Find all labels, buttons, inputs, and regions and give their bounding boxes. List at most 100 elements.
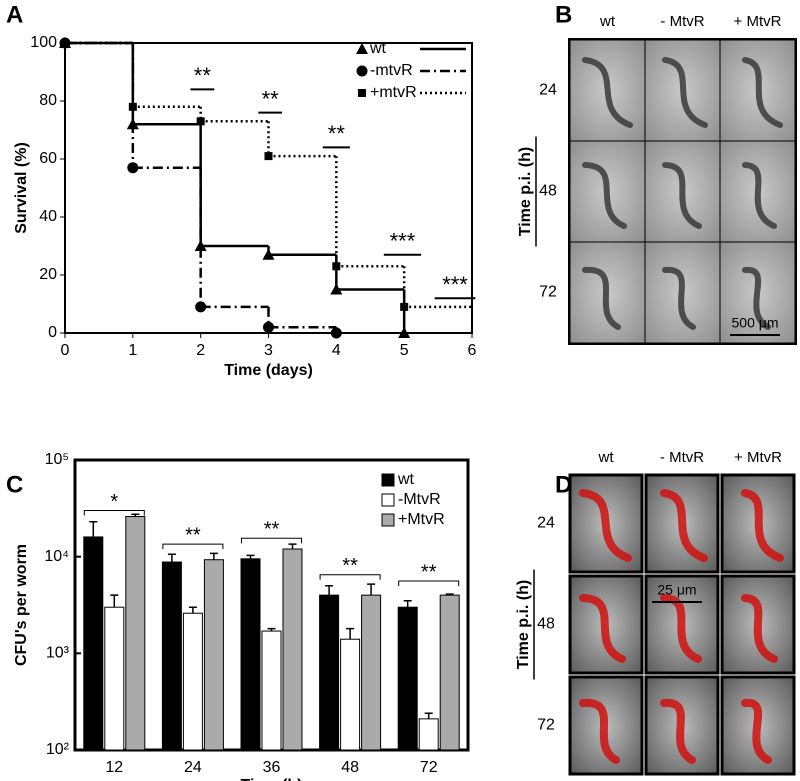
x-tick-label: 36 [263,759,281,776]
worm [582,57,633,128]
annotation-bracket [83,510,145,516]
axis-label: Time p.i. (h) [517,147,534,236]
y-tick-label: 10³ [46,645,70,662]
column-label: + MtvR [734,449,782,466]
error-bar [110,594,119,608]
annotation-bracket [319,574,381,580]
error-bar [288,543,297,550]
row-label: 24 [537,515,555,532]
bar [161,561,182,751]
annotation: ** [194,63,212,88]
bar [361,594,382,751]
annotation: ** [342,555,358,577]
worm [662,162,702,229]
legend-swatch [381,513,395,527]
bar [83,536,104,751]
bar [125,516,146,751]
worm [662,57,708,128]
worm [582,162,627,229]
worm [660,698,696,764]
legend-label: -MtvR [398,491,441,508]
annotation: ** [262,86,280,111]
worm [662,266,696,330]
marker [263,321,274,333]
legend-label: +MtvR [398,511,445,528]
x-axis-label: Time (h) [241,777,303,781]
image-frame [568,38,797,345]
error-bar [89,520,98,537]
worm [741,489,784,562]
marker [196,117,205,126]
y-tick-label: 60 [39,150,57,167]
bar [319,594,340,751]
bar [261,630,282,751]
column-label: - MtvR [660,449,704,466]
marker [330,327,342,339]
x-axis-label: Time (days) [224,362,313,379]
annotation: ** [264,519,280,541]
bar [240,558,261,751]
row-label: 48 [539,183,557,200]
x-tick-label: 0 [61,342,70,359]
marker [400,302,409,311]
worm [579,594,626,663]
bar [282,548,303,751]
worm [660,489,708,562]
annotation: ** [185,524,201,546]
marker [61,39,69,47]
error-bar [445,593,454,596]
x-tick-label: 12 [105,759,123,776]
error-bar [131,513,140,517]
panel-label: B [555,1,572,28]
bar [104,606,125,751]
y-tick-label: 10² [46,741,70,758]
error-bar [325,585,334,596]
worm [579,698,620,764]
marker [398,327,411,338]
error-bar [246,554,255,559]
marker [127,162,139,174]
x-tick-label: 3 [264,342,273,359]
row-label: 48 [537,616,555,633]
legend-label: +mtvR [370,84,417,101]
error-bar [346,627,355,640]
annotation-bracket [241,537,302,544]
row-label: 24 [539,82,557,99]
column-label: + MtvR [734,13,782,30]
annotation-bracket [398,580,460,587]
annotation: *** [390,229,416,254]
scale-bar-label: 25 μm [657,582,696,598]
axis-label: Time p.i. (h) [515,580,532,669]
worm [582,266,621,330]
y-tick-label: 0 [48,324,57,341]
legend-swatch [381,493,395,507]
worm [741,698,772,764]
bar [182,612,203,751]
bar [418,718,439,751]
bar [203,559,224,751]
x-tick-label: 24 [184,759,202,776]
marker [264,152,273,161]
x-tick-label: 1 [128,342,137,359]
x-tick-label: 6 [468,342,477,359]
error-bar [403,599,412,608]
bar [340,638,361,751]
column-label: - MtvR [660,13,704,30]
column-label: wt [598,449,615,466]
annotation: * [110,491,118,513]
error-bar [209,552,218,560]
panel-label: A [6,1,23,28]
row-label: 72 [539,284,557,301]
marker [330,283,343,295]
worm [742,266,771,330]
y-axis-label: CFU's per worm [13,544,30,666]
annotation: ** [328,121,346,146]
error-bar [424,712,433,719]
legend-label: wt [369,40,387,57]
x-tick-label: 5 [400,342,409,359]
y-tick-label: 80 [39,92,57,109]
worm [660,594,702,663]
y-tick-label: 10⁵ [45,451,69,468]
y-tick-label: 20 [39,266,57,283]
